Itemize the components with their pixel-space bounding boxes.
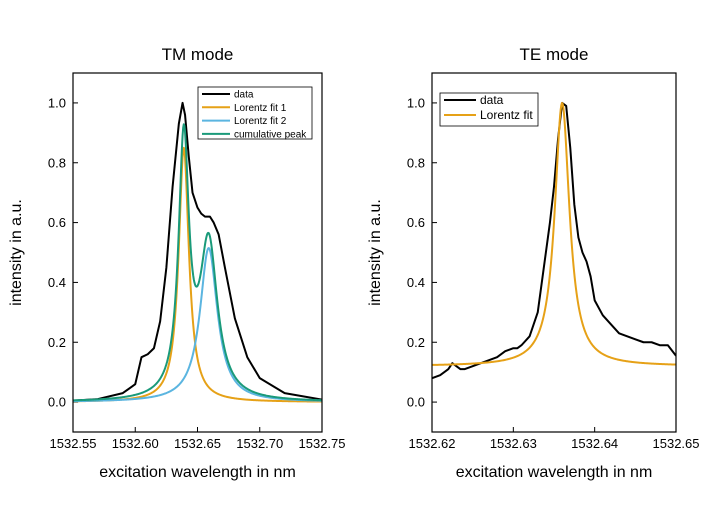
legend-label: data [234,90,254,101]
chart-panel-1: TM mode excitation wavelength in nm intens… [8,45,346,481]
y-axis-label: intensity in a.u. [8,199,25,306]
legend-box [439,92,539,127]
legend-label: Lorentz fit 1 [234,103,287,114]
y-tick-label: 1.0 [407,95,425,110]
y-tick-label: 0.2 [407,335,425,350]
legend: data Lorentz fit 1 Lorentz fit 2 cumulative… [197,86,313,140]
series-line-lorentz-fit-1 [73,146,322,403]
y-tick-label: 0.8 [407,155,425,170]
series-line-cumulative-peak [73,123,322,402]
chart-title: TE mode [520,45,589,64]
legend-box [197,86,313,140]
series-line-data [73,101,322,402]
y-tick-label: 1.0 [48,95,66,110]
x-tick-label: 1532.70 [236,436,283,451]
legend-label: Lorentz fit [480,108,533,122]
x-axis-label: excitation wavelength in nm [99,464,296,481]
y-tick-label: 0.0 [48,395,66,410]
y-tick-label: 0.8 [48,155,66,170]
plot-frame [431,72,677,433]
series-line-lorentz-fit [432,102,676,366]
x-tick-label: 1532.55 [50,436,97,451]
y-tick-label: 0.6 [48,215,66,230]
x-tick-label: 1532.64 [571,436,618,451]
series-line-lorentz-fit-2 [73,247,322,403]
y-tick-label: 0.6 [407,215,425,230]
x-tick-label: 1532.60 [112,436,159,451]
y-tick-label: 0.2 [48,335,66,350]
legend-label: cumulative peak [234,129,307,140]
chart-title: TM mode [162,45,234,64]
x-tick-label: 1532.75 [299,436,346,451]
plot-frame [72,72,323,433]
x-tick-label: 1532.65 [174,436,221,451]
chart-panel-2: TE mode excitation wavelength in nm intens… [367,45,700,481]
y-tick-label: 0.0 [407,395,425,410]
x-tick-label: 1532.65 [653,436,700,451]
series-line-data [432,101,676,380]
y-tick-label: 0.4 [48,275,66,290]
x-tick-label: 1532.62 [409,436,456,451]
y-axis-label: intensity in a.u. [367,199,384,306]
legend-label: Lorentz fit 2 [234,116,287,127]
legend-label: data [480,93,504,107]
y-tick-label: 0.4 [407,275,425,290]
x-tick-label: 1532.63 [490,436,537,451]
x-axis-label: excitation wavelength in nm [456,464,653,481]
